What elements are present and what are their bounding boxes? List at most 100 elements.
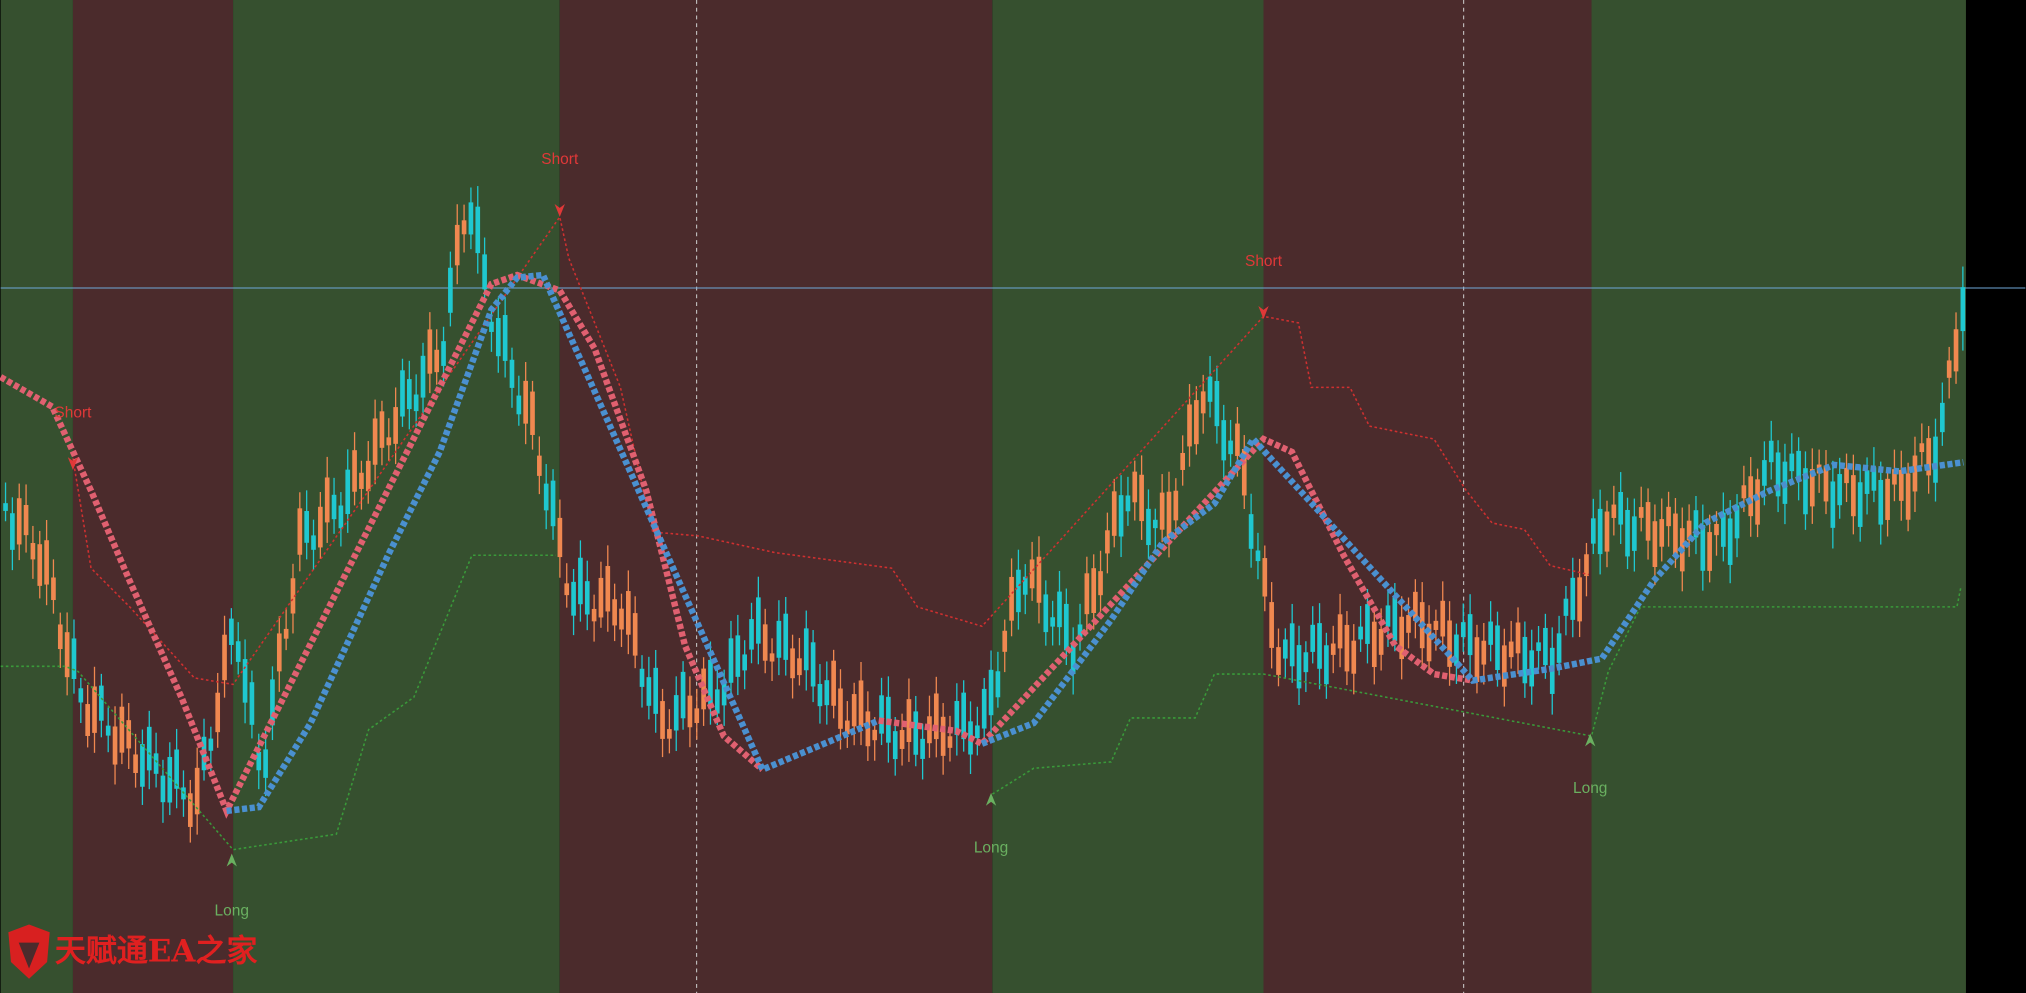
sell-arrow [554,204,565,217]
trailing-stop-long [991,587,1962,795]
candle-body [1009,576,1014,621]
candle-body [1310,624,1316,652]
candle-body [954,700,960,735]
candle-body [1686,520,1692,541]
candle-body [1084,573,1090,615]
candle-body [1406,615,1411,633]
candle-body [1851,475,1856,517]
candle-body [194,767,200,815]
candle-body [1632,516,1637,551]
candle-body [762,624,768,661]
candle-body [1241,448,1247,496]
candle-body [290,578,296,614]
watermark-logo-mark [18,942,40,969]
candle-body [1515,622,1521,654]
candle-body [667,729,672,739]
candle-body [1693,510,1699,538]
candle-body [64,632,70,678]
trend-ma-short [878,435,1474,748]
candle-body [1727,518,1733,565]
candle-body [1433,620,1439,630]
candle-body [817,683,823,707]
candle-body [1296,645,1302,689]
candle-body [1556,633,1562,663]
candle-body [571,581,576,616]
candle-body [858,680,864,727]
candle-body [872,729,878,741]
candle-body [598,577,604,618]
candle-body [1563,598,1569,616]
candle-body [475,206,481,254]
candle-body [776,620,782,658]
candle-body [845,720,850,735]
candle-body [1481,640,1487,665]
candle-body [16,498,22,545]
short-band [72,0,234,993]
candle-body [1016,569,1021,613]
signals: Short Short Short Long Long Long [54,151,1607,920]
candle-body [797,658,802,676]
candle-body [1912,455,1918,492]
candle-body [913,711,919,755]
candle-body [352,450,357,492]
trend-ma-long [980,433,1964,747]
candle-body [1611,504,1617,518]
candle-body [920,738,925,759]
candle-body [1447,620,1452,667]
candle-body [975,725,980,739]
candle-body [1166,491,1172,538]
candle-body [516,395,522,415]
candle-body [23,504,29,536]
candle-body [1303,652,1309,673]
candle-body [988,669,994,716]
candle-body [694,708,700,723]
candle-body [543,483,549,511]
candle-body [1221,420,1227,461]
candle-body [1898,469,1904,501]
candle-body [1946,360,1952,378]
candle-body [632,613,638,656]
candle-body [208,738,214,751]
candle-body [838,688,843,729]
candle-body [1111,491,1117,536]
candle-body [961,692,966,740]
candle-body [1625,509,1630,557]
candle-body [742,654,747,671]
candle-body [1269,602,1274,648]
candle-body [1796,450,1801,481]
candle-body [1146,508,1151,546]
candle-body [434,349,440,373]
candle-body [687,695,693,728]
candle-body [1652,521,1658,567]
candle-body [1200,391,1206,414]
candle-body [379,411,385,448]
candle-body [605,566,611,612]
candle-body [1070,642,1076,675]
candle-body [1043,594,1049,633]
candle-body [283,628,289,639]
candle-body [1385,605,1391,627]
candle-body [1885,478,1890,520]
candle-body [1741,485,1747,499]
candle-body [790,648,795,679]
candle-body [612,599,617,626]
candle-body [1748,476,1754,517]
candle-body [187,793,193,827]
candle-body [1714,523,1719,536]
candle-body [865,711,871,747]
candle-body [119,706,125,753]
candle-body [680,671,686,719]
signal-label: Short [1245,253,1283,270]
candle-body [37,544,43,586]
candle-body [1488,621,1493,645]
candle-body [899,730,905,749]
candle-body [215,692,221,733]
short-band [1263,0,1592,993]
candle-body [1707,532,1712,571]
long-band [0,0,73,993]
candle-body [1673,513,1678,557]
candle-body [1892,469,1897,485]
candles [3,186,1966,843]
